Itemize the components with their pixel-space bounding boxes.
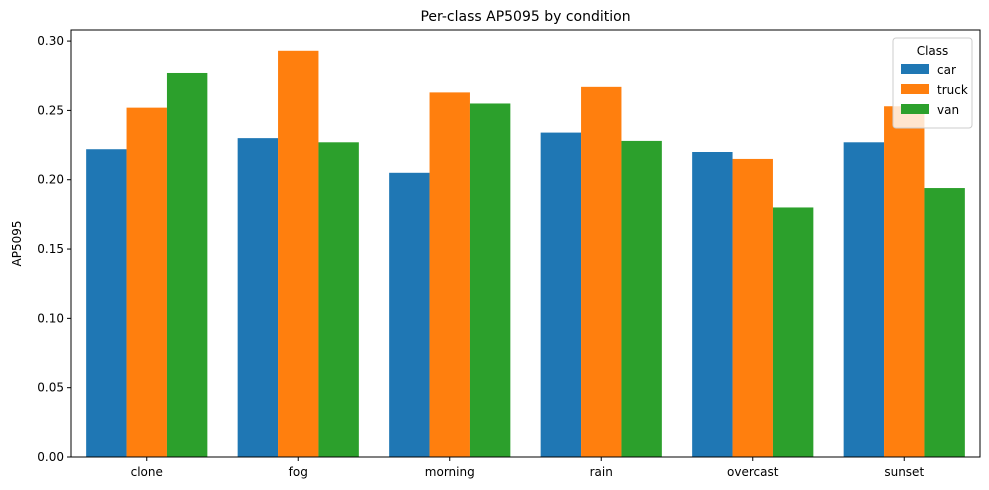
x-axis: clone fog morning rain overcast sunset [131, 457, 924, 479]
legend-swatch-van [901, 104, 929, 114]
bar-truck-fog [278, 50, 319, 457]
bar-car-fog [237, 138, 279, 458]
bar-car-clone [86, 149, 127, 457]
bar-truck-overcast [732, 158, 773, 457]
y-axis: 0.00 0.05 0.10 0.15 0.20 0.25 0.30 [37, 34, 71, 464]
y-tick-label-0.20: 0.20 [37, 173, 64, 187]
legend-label-truck: truck [937, 83, 968, 97]
x-tick-label-overcast: overcast [727, 465, 779, 479]
x-tick-label-clone: clone [131, 465, 163, 479]
legend-title: Class [917, 44, 949, 58]
bar-van-clone [166, 72, 208, 458]
bar-truck-sunset [884, 106, 925, 457]
legend: Class car truck van [892, 37, 973, 129]
bar-car-morning [389, 172, 430, 457]
x-tick-label-morning: morning [425, 465, 475, 479]
bar-truck-morning [429, 92, 470, 458]
bar-car-sunset [843, 142, 885, 457]
bar-car-overcast [692, 152, 733, 457]
y-tick-label-0.05: 0.05 [37, 381, 64, 395]
y-tick-label-0.10: 0.10 [37, 311, 64, 325]
plot-frame [70, 29, 981, 458]
legend-swatch-car [901, 64, 929, 74]
y-tick-label-0.25: 0.25 [37, 103, 64, 117]
bar-van-overcast [772, 207, 814, 457]
bar-truck-clone [126, 107, 167, 458]
bar-van-sunset [924, 188, 965, 457]
x-tick-label-rain: rain [590, 465, 613, 479]
bar-van-fog [318, 142, 359, 457]
y-tick-label-0.00: 0.00 [37, 450, 64, 464]
bar-van-morning [469, 103, 511, 458]
legend-label-car: car [937, 63, 956, 77]
bar-truck-rain [581, 86, 622, 457]
legend-swatch-truck [901, 84, 929, 94]
y-tick-label-0.30: 0.30 [37, 34, 64, 48]
bars-group [86, 50, 965, 458]
legend-label-van: van [937, 103, 959, 117]
x-tick-label-sunset: sunset [884, 465, 924, 479]
chart-title: Per-class AP5095 by condition [420, 9, 630, 25]
x-tick-label-fog: fog [289, 465, 308, 479]
bar-van-rain [621, 140, 662, 457]
y-tick-label-0.15: 0.15 [37, 242, 64, 256]
bar-car-rain [540, 132, 582, 457]
y-axis-label: AP5095 [10, 221, 24, 267]
